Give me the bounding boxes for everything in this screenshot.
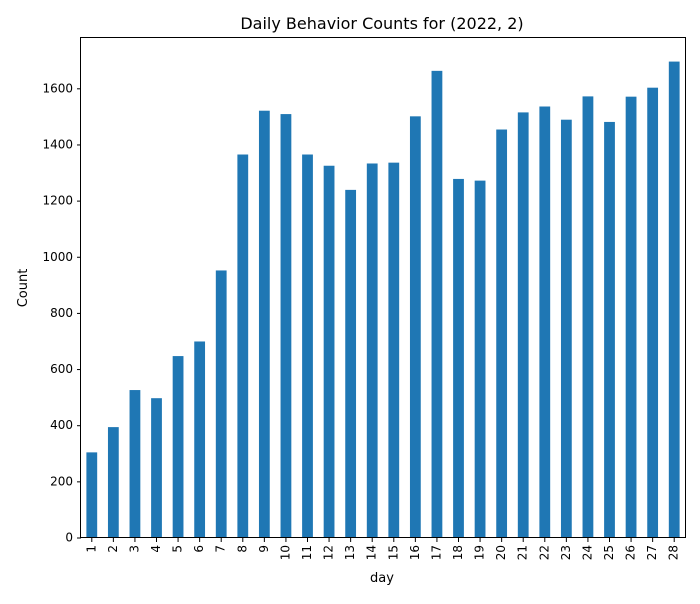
bar-day-16	[409, 116, 421, 538]
bar-day-21	[517, 112, 529, 539]
x-tick-label: 12	[322, 545, 336, 560]
x-axis-ticks: 1 2 3 4 5 6 7 8 9 10 11 12 13 14 15 16 17 18 19 20 21 22 23 24 2…	[84, 538, 681, 560]
bar-day-14	[366, 163, 378, 539]
x-tick-label: 11	[300, 545, 314, 560]
y-tick-label: 800	[50, 306, 73, 320]
x-tick-label: 2	[106, 545, 120, 553]
y-tick-label: 1000	[42, 250, 73, 264]
bar-day-8	[237, 154, 249, 538]
x-tick-label: 14	[365, 545, 379, 560]
bar-day-25	[604, 121, 615, 538]
bar-day-26	[625, 96, 637, 539]
bar-day-1	[86, 452, 98, 538]
x-tick-label: 9	[257, 545, 271, 553]
bar-day-23	[560, 119, 572, 538]
x-tick-label: 7	[214, 545, 228, 553]
y-tick-label: 200	[50, 474, 73, 488]
x-tick-label: 3	[127, 545, 141, 553]
y-tick-label: 1600	[42, 81, 73, 95]
y-tick-label: 400	[50, 418, 73, 432]
x-tick-label: 10	[278, 545, 292, 560]
bar-day-17	[431, 70, 443, 538]
x-tick-label: 18	[451, 545, 465, 560]
bar-day-2	[107, 427, 119, 538]
bar-day-7	[215, 270, 227, 538]
x-tick-label: 22	[537, 545, 551, 560]
x-tick-label: 8	[235, 545, 249, 553]
y-tick-label: 1200	[42, 194, 73, 208]
x-tick-label: 4	[149, 545, 163, 553]
x-tick-label: 5	[171, 545, 185, 553]
x-axis-label: day	[370, 571, 394, 586]
bar-day-11	[302, 154, 313, 538]
x-tick-label: 16	[408, 545, 422, 560]
bar-day-24	[582, 96, 594, 538]
x-tick-label: 17	[429, 545, 443, 560]
bar-day-4	[151, 398, 162, 538]
x-tick-label: 6	[192, 545, 206, 553]
bar-day-5	[172, 356, 184, 538]
bar-day-27	[647, 87, 659, 538]
bar-day-18	[453, 178, 464, 538]
bar-day-12	[323, 165, 335, 539]
bar-day-19	[474, 180, 486, 538]
x-tick-label: 25	[602, 545, 616, 560]
y-tick-label: 0	[65, 531, 73, 545]
bar-day-6	[194, 341, 206, 538]
x-tick-label: 19	[473, 545, 487, 560]
bar-day-9	[258, 110, 270, 539]
bar-day-28	[668, 61, 680, 538]
plot-area-frame	[80, 37, 686, 538]
y-axis-ticks: 0 200 400 600 800 1000 1200 1400 1600	[42, 81, 81, 545]
x-tick-label: 21	[516, 545, 530, 560]
x-tick-label: 23	[559, 545, 573, 560]
chart-title: Daily Behavior Counts for (2022, 2)	[240, 14, 523, 33]
y-tick-label: 600	[50, 362, 73, 376]
bar-day-10	[280, 114, 292, 538]
bars-layer	[86, 61, 680, 539]
x-tick-label: 13	[343, 545, 357, 560]
x-tick-label: 1	[84, 545, 98, 553]
x-tick-label: 15	[386, 545, 400, 560]
x-tick-label: 20	[494, 545, 508, 560]
x-tick-label: 27	[645, 545, 659, 560]
y-axis-label: Count	[16, 269, 31, 308]
bar-day-22	[539, 106, 551, 538]
x-tick-label: 28	[667, 545, 681, 560]
x-tick-label: 24	[580, 545, 594, 560]
bar-day-15	[388, 162, 400, 538]
x-tick-label: 26	[624, 545, 638, 560]
bar-day-13	[345, 189, 357, 538]
y-tick-label: 1400	[42, 137, 73, 151]
bar-day-20	[496, 129, 508, 538]
bar-day-3	[129, 390, 141, 538]
